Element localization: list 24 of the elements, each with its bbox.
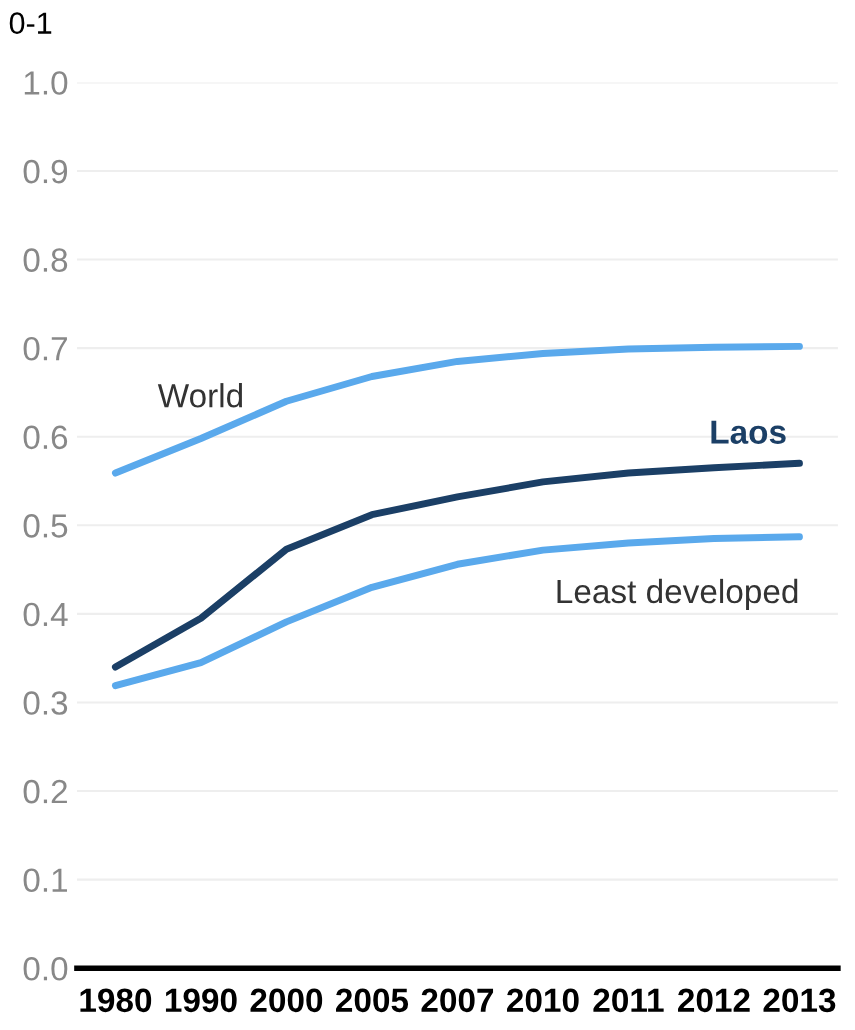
y-tick-label: 0.8 [23, 248, 68, 272]
x-tick-label: 2010 [507, 988, 579, 1013]
y-tick-label: 0.2 [23, 779, 67, 804]
x-tick-label: 1980 [80, 988, 152, 1013]
y-tick-label: 0.4 [23, 602, 68, 627]
y-tick-label: 0.1 [23, 868, 67, 893]
x-tick-label: 2012 [678, 988, 750, 1013]
x-tick-label: 2013 [763, 988, 836, 1013]
series-label: Laos [711, 420, 786, 444]
y-tick-label: 0.7 [23, 336, 67, 361]
x-tick-label: 2000 [250, 988, 323, 1013]
series-label: World [157, 383, 243, 408]
y-tick-label: 0.3 [23, 691, 68, 715]
y-tick-label: 0.5 [23, 514, 68, 538]
y-tick-label: 0.0 [23, 957, 68, 981]
x-tick-label: 2005 [336, 988, 409, 1013]
x-tick-label: 2011 [593, 988, 664, 1013]
y-axis-title: 0-1 [9, 12, 52, 34]
x-tick-label: 1990 [165, 988, 237, 1013]
y-tick-label: 1.0 [24, 71, 68, 95]
y-tick-label: 0.9 [23, 159, 68, 184]
x-tick-label: 2007 [421, 988, 494, 1013]
y-tick-label: 0.6 [23, 425, 68, 450]
series-label: Least developed [557, 578, 798, 610]
